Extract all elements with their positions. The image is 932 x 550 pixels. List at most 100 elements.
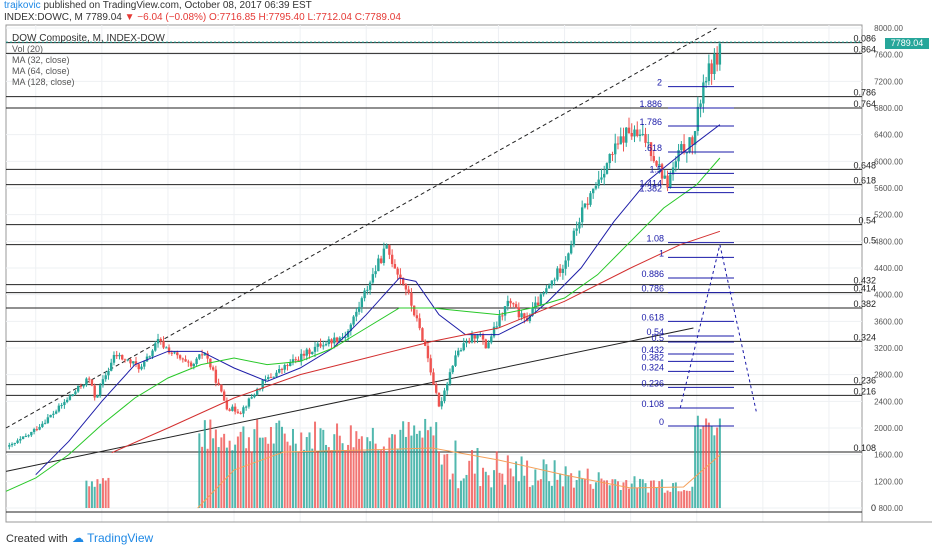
volume-bar — [663, 492, 666, 508]
volume-bar — [380, 450, 383, 508]
volume-bar — [198, 433, 201, 508]
candle-body — [344, 337, 347, 339]
candle-body — [187, 361, 190, 363]
candle-body — [468, 341, 471, 343]
candle-body — [165, 347, 168, 349]
volume-bar — [619, 489, 622, 508]
candle-body — [608, 154, 611, 164]
volume-bar — [683, 490, 686, 508]
candle-body — [558, 268, 562, 273]
candle-body — [349, 324, 353, 331]
volume-bar — [347, 444, 350, 508]
volume-bar — [432, 435, 435, 508]
volume-bar — [537, 480, 540, 508]
volume-bar — [688, 490, 691, 508]
volume-bar — [366, 437, 369, 508]
y-tick-label: 6800.00 — [874, 104, 903, 113]
chart-legend: DOW Composite, M, INDEX-DOW Vol (20) MA … — [12, 33, 165, 88]
volume-bar — [625, 480, 628, 508]
volume-bar — [360, 436, 363, 508]
volume-bar — [694, 426, 697, 508]
volume-bar — [597, 472, 600, 508]
fib-upper-label: 1.5 — [649, 164, 662, 174]
candle-body — [569, 245, 573, 254]
candle-body — [451, 365, 454, 373]
candle-body — [93, 385, 96, 398]
candle-body — [490, 336, 493, 343]
volume-bar — [278, 420, 281, 508]
volume-bar — [473, 473, 476, 508]
candle-body — [346, 330, 350, 338]
volume-bar — [402, 421, 405, 508]
volume-bar — [96, 479, 99, 508]
candle-body — [291, 359, 295, 363]
candle-body — [57, 405, 61, 412]
volume-bar — [341, 443, 344, 508]
candle-body — [143, 361, 146, 367]
candle-body — [674, 161, 678, 168]
volume-bar — [289, 445, 292, 508]
tradingview-logo[interactable]: ☁ TradingView — [72, 531, 154, 545]
candle-body — [713, 53, 716, 74]
candle-body — [503, 306, 507, 316]
candle-body — [523, 313, 526, 318]
last-value: 7789.04 — [85, 12, 122, 23]
candle-body — [487, 342, 490, 349]
level-label: 0.786 — [853, 88, 876, 98]
candle-body — [35, 429, 39, 431]
candle-body — [236, 411, 240, 413]
volume-bar — [559, 473, 562, 508]
volume-bar — [440, 464, 443, 508]
volume-bar — [256, 419, 259, 508]
candle-body — [685, 152, 689, 154]
legend-item-ma64: MA (64, close) — [12, 66, 70, 76]
level-label: 0.618 — [853, 176, 876, 186]
volume-bar — [336, 423, 339, 508]
candle-body — [432, 372, 435, 385]
candle-body — [49, 414, 52, 418]
volume-bar — [209, 419, 212, 508]
candle-body — [255, 388, 259, 395]
candle-body — [54, 411, 58, 414]
candle-body — [21, 436, 25, 439]
candle-body — [564, 260, 567, 269]
candle-body — [572, 230, 576, 246]
candle-body — [440, 401, 443, 407]
candle-body — [43, 422, 47, 424]
level-label: 0.108 — [853, 443, 876, 453]
level-label: 0.764 — [853, 99, 876, 109]
candle-body — [680, 144, 683, 151]
candle-body — [46, 417, 50, 423]
candle-body — [539, 294, 543, 306]
candle-body — [591, 188, 595, 194]
candle-body — [718, 43, 722, 65]
volume-bar — [305, 437, 308, 508]
candle-body — [214, 369, 218, 383]
candle-body — [242, 407, 245, 414]
volume-bar — [358, 438, 361, 508]
candle-body — [470, 334, 474, 343]
candle-body — [225, 400, 229, 410]
candle-body — [415, 315, 419, 319]
candle-body — [371, 274, 375, 283]
author-link[interactable]: trajkovic — [4, 0, 41, 11]
candle-body — [30, 431, 33, 436]
candle-body — [145, 356, 149, 362]
volume-bar — [280, 426, 283, 508]
y-tick-label: 7600.00 — [874, 51, 903, 60]
candle-body — [715, 53, 719, 65]
candle-body — [462, 343, 465, 351]
candle-body — [484, 339, 487, 349]
candle-body — [580, 207, 584, 223]
volume-bar — [413, 425, 416, 508]
volume-bar — [261, 437, 264, 508]
candle-body — [90, 379, 94, 386]
volume-bar — [300, 432, 303, 508]
candle-body — [545, 288, 548, 293]
y-tick-label: 2000.00 — [874, 424, 903, 433]
candle-body — [396, 268, 399, 275]
candle-body — [211, 367, 215, 370]
volume-bar — [556, 479, 559, 508]
volume-bar — [672, 483, 675, 508]
volume-bar — [283, 433, 286, 508]
